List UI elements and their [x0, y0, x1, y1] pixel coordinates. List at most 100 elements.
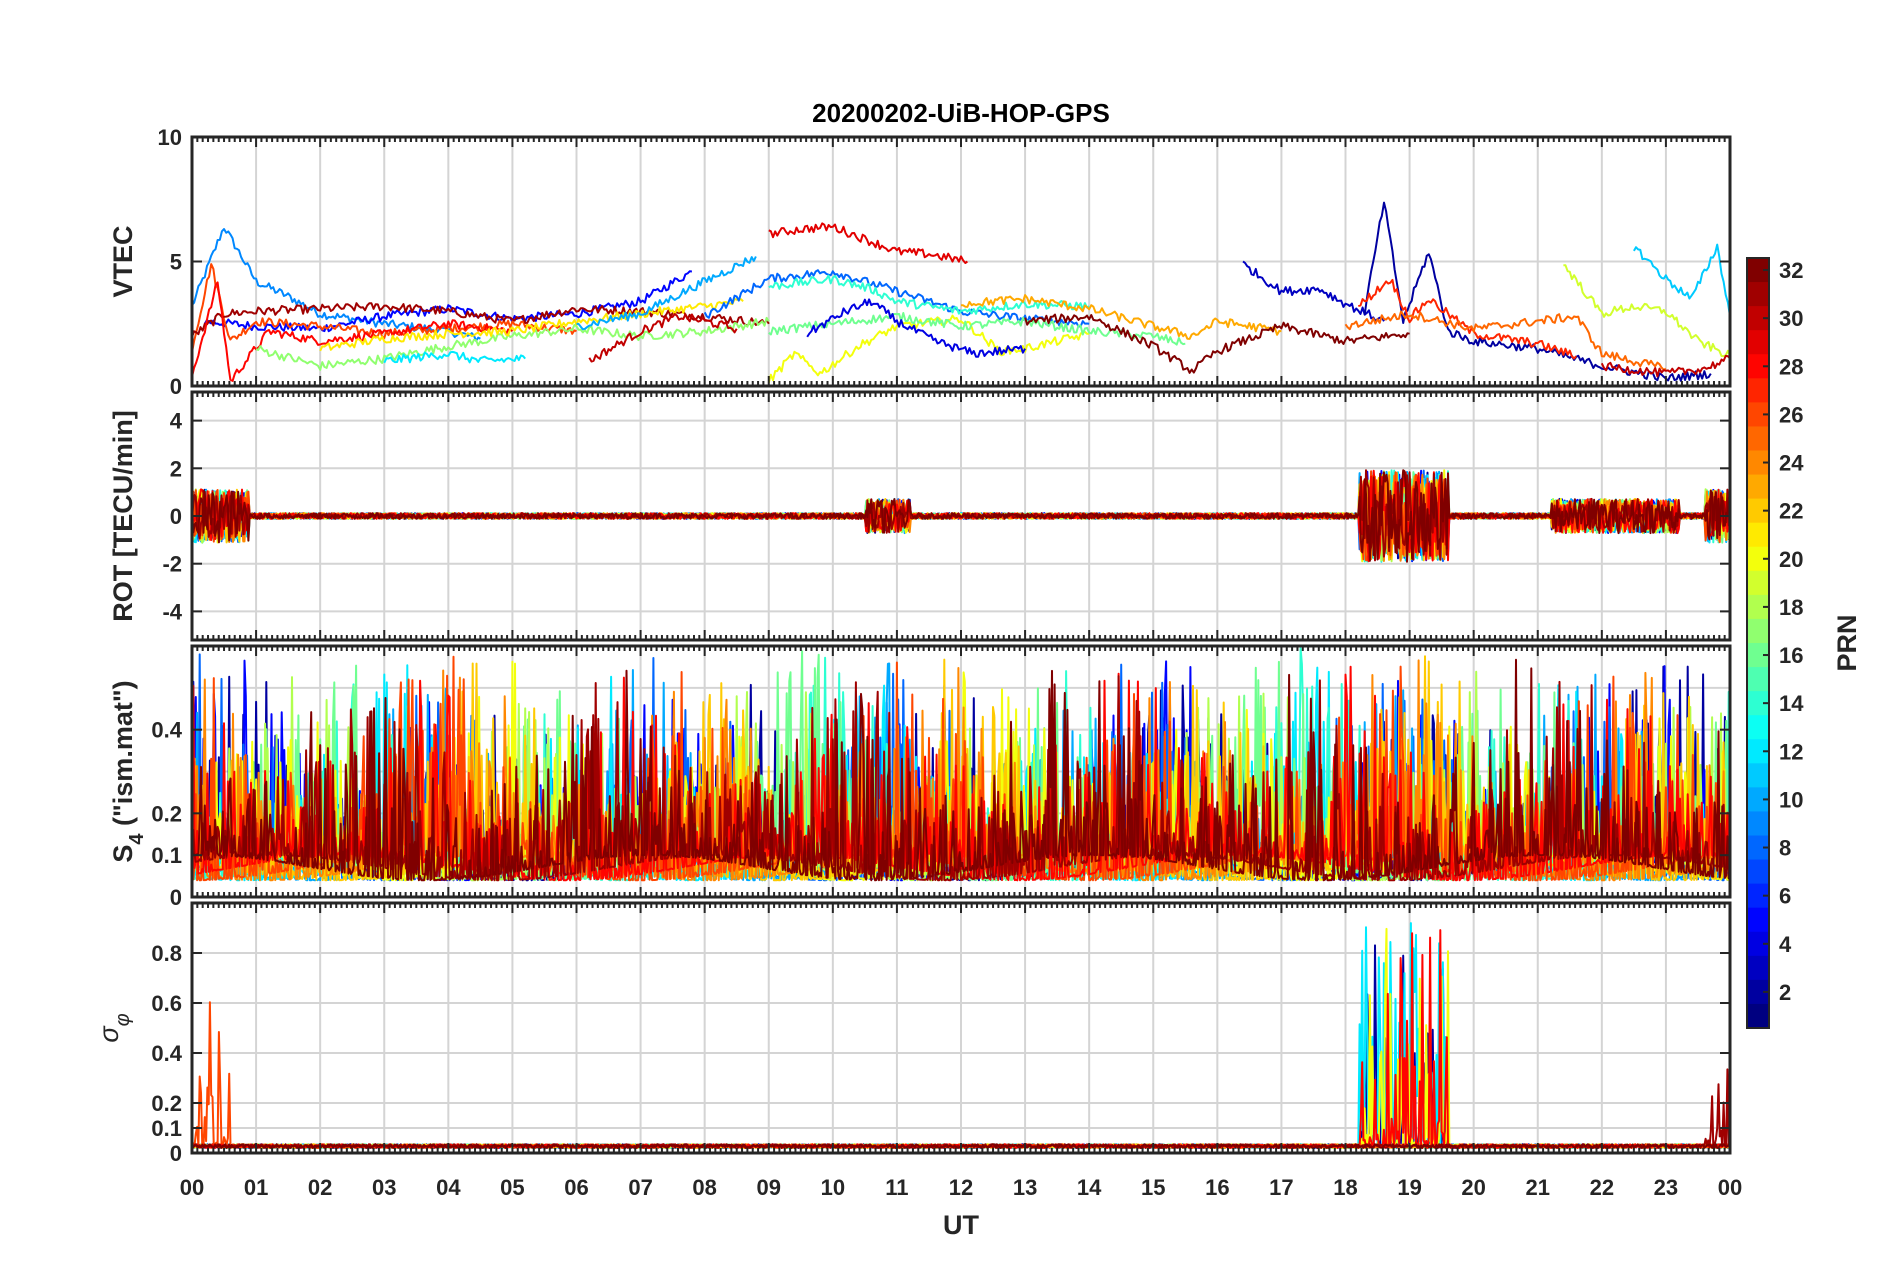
colorbar-tick-label: 12	[1779, 739, 1803, 764]
y-tick-label: 10	[158, 125, 182, 150]
y-tick-label: 0.2	[151, 1091, 182, 1116]
colorbar-tick-label: 8	[1779, 836, 1791, 861]
colorbar-segment	[1747, 474, 1769, 500]
vtec-prn-12-line	[383, 350, 526, 364]
x-tick-label: 03	[372, 1175, 396, 1200]
colorbar-tick-label: 28	[1779, 354, 1803, 379]
colorbar-tick-label: 14	[1779, 691, 1804, 716]
series-group	[192, 647, 1730, 882]
colorbar-segment	[1747, 426, 1769, 452]
colorbar-tick-label: 6	[1779, 884, 1791, 909]
x-tick-label: 20	[1461, 1175, 1485, 1200]
x-tick-label: 06	[564, 1175, 588, 1200]
y-tick-label: 0.2	[151, 801, 182, 826]
panel-vtec: 0 5 10 VTEC	[108, 125, 1732, 399]
y-tick-label: -2	[162, 552, 182, 577]
colorbar-segment	[1747, 715, 1769, 740]
colorbar-segment	[1747, 787, 1769, 813]
colorbar-segment	[1747, 618, 1769, 644]
series-group	[192, 469, 1730, 563]
y-tick-label: 0.1	[151, 843, 182, 868]
x-tick-label: 09	[757, 1175, 781, 1200]
x-tick-label: 02	[308, 1175, 332, 1200]
vtec-prn-3-line	[1242, 260, 1385, 322]
x-tick-label: 15	[1141, 1175, 1165, 1200]
colorbar-tick-label: 30	[1779, 306, 1803, 331]
colorbar-tick-label: 2	[1779, 980, 1791, 1005]
panel-sigma: 00.10.2 0.4 0.6 0.8 σφ	[94, 901, 1732, 1166]
colorbar-segment	[1747, 570, 1769, 596]
vtec-prn-31-line	[192, 302, 770, 338]
colorbar-segment	[1747, 330, 1769, 355]
vtec-prn-30-line	[1600, 354, 1730, 378]
colorbar-segment	[1747, 883, 1769, 909]
y-tick-label: 0.8	[151, 941, 182, 966]
series-group	[192, 201, 1730, 383]
y-tick-label: 4	[170, 409, 183, 434]
chart-title: 20200202-UiB-HOP-GPS	[812, 98, 1110, 128]
y-tick-label: 0.1	[151, 1116, 182, 1141]
panel-rot: -4 -2 0 2 4 ROT [TECU/min]	[108, 390, 1732, 642]
y-tick-label: 2	[170, 456, 182, 481]
vtec-prn-5-line	[203, 270, 692, 333]
x-tick-label: 19	[1397, 1175, 1421, 1200]
y-axis-label-sigma: σφ	[94, 1013, 134, 1042]
colorbar-segment	[1747, 594, 1769, 620]
colorbar-segment	[1747, 931, 1769, 957]
colorbar-segment	[1747, 450, 1769, 476]
rot-prn-32-line	[192, 469, 1730, 563]
x-tick-label: 00	[180, 1175, 204, 1200]
colorbar-segment	[1747, 859, 1769, 885]
colorbar-segment	[1747, 811, 1769, 837]
x-axis-label: UT	[943, 1210, 979, 1240]
x-tick-label: 01	[244, 1175, 268, 1200]
colorbar-tick-label: 18	[1779, 595, 1803, 620]
x-tick-label: 13	[1013, 1175, 1037, 1200]
colorbar-segment	[1747, 402, 1769, 428]
colorbar-tick-label: 24	[1779, 451, 1804, 476]
x-tick-label: 21	[1526, 1175, 1550, 1200]
colorbar-segment	[1747, 763, 1769, 788]
y-tick-label: -4	[162, 599, 182, 624]
vtec-prn-27-line	[1358, 278, 1577, 360]
y-tick-label: 0.4	[151, 1041, 182, 1066]
y-axis-label-s4: S4 ("ism.mat")	[108, 680, 148, 862]
colorbar-segment	[1747, 835, 1769, 861]
x-tick-label: 11	[885, 1175, 908, 1200]
colorbar-label: PRN	[1832, 614, 1862, 671]
x-tick-label: 23	[1654, 1175, 1678, 1200]
y-tick-label: 0	[170, 885, 182, 910]
colorbar-tick-label: 32	[1779, 258, 1803, 283]
colorbar-segment	[1747, 907, 1769, 933]
vtec-prn-8-line	[703, 269, 1090, 328]
colorbar-frame	[1746, 257, 1770, 1029]
x-tick-label: 14	[1077, 1175, 1102, 1200]
vtec-prn-28-line	[192, 281, 514, 382]
vtec-prn-17-line	[255, 316, 770, 371]
vtec-prn-30-line	[588, 313, 738, 363]
y-tick-label: 0.6	[151, 991, 182, 1016]
y-axis-label-rot: ROT [TECU/min]	[108, 410, 138, 621]
colorbar-tick-label: 20	[1779, 547, 1803, 572]
x-tick-label: 16	[1205, 1175, 1229, 1200]
x-tick-labels: 00 01 02 03 04 05 06 07 08 09 10 11 12 13 14 15 16 17 18 19…	[180, 1175, 1742, 1200]
colorbar-segment	[1747, 378, 1769, 403]
x-tick-label: 08	[692, 1175, 716, 1200]
panel-s4: 0 0.1 0.2 0.4S4 ("ism.mat")	[108, 644, 1732, 910]
colorbar-segment	[1747, 354, 1769, 379]
colorbar-tick-label: 4	[1779, 932, 1792, 957]
vtec-prn-25-line	[1344, 310, 1667, 371]
y-tick-label: 5	[170, 250, 182, 275]
vtec-prn-4-line	[806, 298, 1026, 358]
x-tick-label: 10	[821, 1175, 845, 1200]
y-tick-label: 0	[170, 504, 182, 529]
x-tick-label: 04	[436, 1175, 461, 1200]
x-tick-label: 05	[500, 1175, 524, 1200]
colorbar-tick-label: 10	[1779, 787, 1803, 812]
colorbar-segment	[1747, 643, 1769, 668]
colorbar-segment	[1747, 691, 1769, 716]
vtec-prn-16-line	[768, 312, 1186, 346]
